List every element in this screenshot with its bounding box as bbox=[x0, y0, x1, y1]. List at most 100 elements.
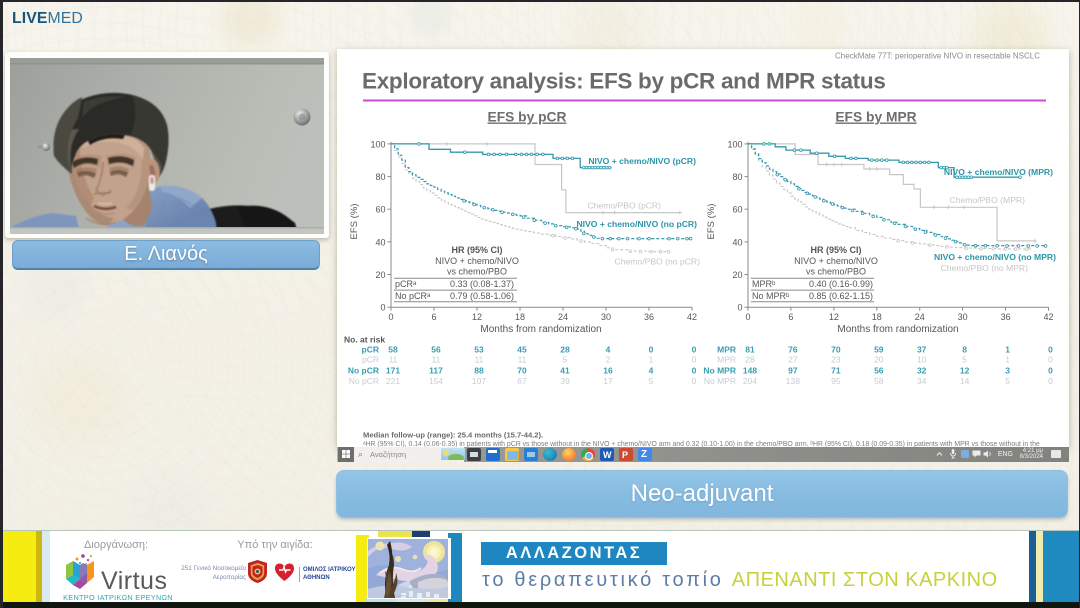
svg-text:5: 5 bbox=[649, 376, 654, 386]
svg-text:0: 0 bbox=[1048, 376, 1053, 386]
svg-text:0: 0 bbox=[1048, 354, 1053, 364]
svg-text:No MPR: No MPR bbox=[704, 376, 736, 386]
svg-text:70: 70 bbox=[831, 344, 841, 354]
svg-text:No MPR: No MPR bbox=[703, 365, 736, 375]
svg-text:NIVO + chemo/NIVO: NIVO + chemo/NIVO bbox=[794, 256, 878, 266]
svg-text:Months from randomization: Months from randomization bbox=[837, 324, 958, 335]
svg-text:80: 80 bbox=[732, 172, 742, 182]
svg-text:NIVO + chemo/NIVO (MPR): NIVO + chemo/NIVO (MPR) bbox=[944, 167, 1053, 177]
svg-text:97: 97 bbox=[788, 365, 798, 375]
svg-text:0: 0 bbox=[388, 312, 393, 322]
svg-text:45: 45 bbox=[517, 344, 527, 354]
svg-text:20: 20 bbox=[732, 269, 742, 279]
svg-text:EFS by MPR: EFS by MPR bbox=[835, 109, 916, 124]
svg-text:100: 100 bbox=[727, 139, 742, 149]
svg-text:36: 36 bbox=[644, 312, 654, 322]
svg-text:56: 56 bbox=[431, 344, 441, 354]
svg-text:23: 23 bbox=[831, 354, 841, 364]
svg-text:Chemo/PBO (pCR): Chemo/PBO (pCR) bbox=[587, 200, 661, 210]
svg-text:Months from randomization: Months from randomization bbox=[480, 324, 601, 335]
svg-text:20: 20 bbox=[375, 269, 385, 279]
svg-text:58: 58 bbox=[388, 344, 398, 354]
svg-text:59: 59 bbox=[874, 344, 884, 354]
svg-text:18: 18 bbox=[515, 312, 525, 322]
svg-text:171: 171 bbox=[386, 365, 400, 375]
svg-text:27: 27 bbox=[788, 354, 798, 364]
svg-text:3: 3 bbox=[1005, 365, 1010, 375]
svg-text:0: 0 bbox=[649, 344, 654, 354]
svg-text:80: 80 bbox=[375, 172, 385, 182]
svg-text:40: 40 bbox=[375, 237, 385, 247]
svg-text:NIVO + chemo/NIVO (pCR): NIVO + chemo/NIVO (pCR) bbox=[588, 156, 696, 166]
svg-text:71: 71 bbox=[831, 365, 841, 375]
svg-text:0: 0 bbox=[692, 376, 697, 386]
svg-text:32: 32 bbox=[917, 365, 927, 375]
svg-text:148: 148 bbox=[743, 365, 757, 375]
svg-text:117: 117 bbox=[429, 365, 443, 375]
svg-text:HR (95% CI): HR (95% CI) bbox=[451, 245, 502, 255]
svg-text:11: 11 bbox=[432, 354, 441, 364]
svg-text:NIVO + chemo/NIVO: NIVO + chemo/NIVO bbox=[435, 256, 519, 266]
svg-text:No pCR: No pCR bbox=[348, 365, 379, 375]
svg-text:8: 8 bbox=[962, 344, 967, 354]
svg-text:EFS (%): EFS (%) bbox=[706, 203, 717, 239]
svg-text:14: 14 bbox=[960, 376, 970, 386]
svg-text:76: 76 bbox=[788, 344, 798, 354]
svg-text:138: 138 bbox=[786, 376, 800, 386]
svg-text:11: 11 bbox=[475, 354, 484, 364]
svg-text:0: 0 bbox=[692, 344, 697, 354]
svg-text:EFS (%): EFS (%) bbox=[349, 203, 360, 239]
svg-text:MPRᵇ: MPRᵇ bbox=[752, 279, 776, 289]
svg-text:10: 10 bbox=[917, 354, 927, 364]
svg-text:No MPRᵇ: No MPRᵇ bbox=[752, 290, 790, 300]
svg-text:NIVO + chemo/NIVO (no MPR): NIVO + chemo/NIVO (no MPR) bbox=[934, 252, 1056, 262]
svg-text:204: 204 bbox=[743, 376, 757, 386]
svg-text:67: 67 bbox=[517, 376, 527, 386]
svg-text:0.79 (0.58-1.06): 0.79 (0.58-1.06) bbox=[450, 290, 514, 300]
svg-text:NIVO + chemo/NIVO (no pCR): NIVO + chemo/NIVO (no pCR) bbox=[576, 219, 697, 229]
svg-text:pCRᵃ: pCRᵃ bbox=[395, 279, 417, 289]
svg-text:34: 34 bbox=[917, 376, 927, 386]
svg-text:2: 2 bbox=[606, 354, 611, 364]
svg-text:0: 0 bbox=[380, 302, 385, 312]
svg-text:Median follow-up (range): 25.4: Median follow-up (range): 25.4 months (1… bbox=[363, 430, 543, 439]
svg-text:0.85 (0.62-1.15): 0.85 (0.62-1.15) bbox=[809, 290, 873, 300]
svg-text:No pCRᵃ: No pCRᵃ bbox=[395, 290, 431, 300]
svg-text:1: 1 bbox=[1005, 344, 1010, 354]
svg-text:58: 58 bbox=[874, 376, 884, 386]
svg-text:4: 4 bbox=[606, 344, 611, 354]
svg-text:12: 12 bbox=[472, 312, 482, 322]
svg-text:30: 30 bbox=[958, 312, 968, 322]
svg-text:60: 60 bbox=[375, 204, 385, 214]
svg-text:17: 17 bbox=[603, 376, 613, 386]
svg-text:28: 28 bbox=[745, 354, 755, 364]
svg-text:Exploratory analysis: EFS by p: Exploratory analysis: EFS by pCR and MPR… bbox=[362, 68, 886, 93]
svg-text:Chemo/PBO (no MPR): Chemo/PBO (no MPR) bbox=[941, 263, 1029, 273]
svg-text:28: 28 bbox=[560, 344, 570, 354]
svg-text:0.33 (0.08-1.37): 0.33 (0.08-1.37) bbox=[450, 279, 514, 289]
svg-text:60: 60 bbox=[732, 204, 742, 214]
svg-text:EFS by pCR: EFS by pCR bbox=[488, 109, 567, 124]
svg-text:HR (95% CI): HR (95% CI) bbox=[810, 245, 861, 255]
svg-text:5: 5 bbox=[563, 354, 568, 364]
svg-text:221: 221 bbox=[386, 376, 400, 386]
svg-text:5: 5 bbox=[1005, 376, 1010, 386]
svg-text:ᵃHR (95% CI), 0.14 (0.06-0.35): ᵃHR (95% CI), 0.14 (0.06-0.35) in patien… bbox=[363, 441, 1040, 447]
svg-text:No. at risk: No. at risk bbox=[344, 334, 385, 344]
svg-text:No pCR: No pCR bbox=[349, 376, 379, 386]
svg-text:0: 0 bbox=[1048, 365, 1053, 375]
svg-text:0: 0 bbox=[1048, 344, 1053, 354]
svg-text:107: 107 bbox=[472, 376, 486, 386]
svg-text:MPR: MPR bbox=[717, 354, 736, 364]
svg-text:0: 0 bbox=[745, 312, 750, 322]
svg-text:0.40 (0.16-0.99): 0.40 (0.16-0.99) bbox=[809, 279, 873, 289]
svg-text:11: 11 bbox=[389, 354, 398, 364]
svg-text:12: 12 bbox=[960, 365, 970, 375]
svg-text:39: 39 bbox=[560, 376, 570, 386]
svg-text:Chemo/PBO (no pCR): Chemo/PBO (no pCR) bbox=[615, 256, 701, 266]
svg-text:11: 11 bbox=[518, 354, 527, 364]
svg-text:20: 20 bbox=[874, 354, 884, 364]
svg-text:12: 12 bbox=[829, 312, 839, 322]
svg-text:95: 95 bbox=[831, 376, 841, 386]
svg-text:37: 37 bbox=[917, 344, 927, 354]
